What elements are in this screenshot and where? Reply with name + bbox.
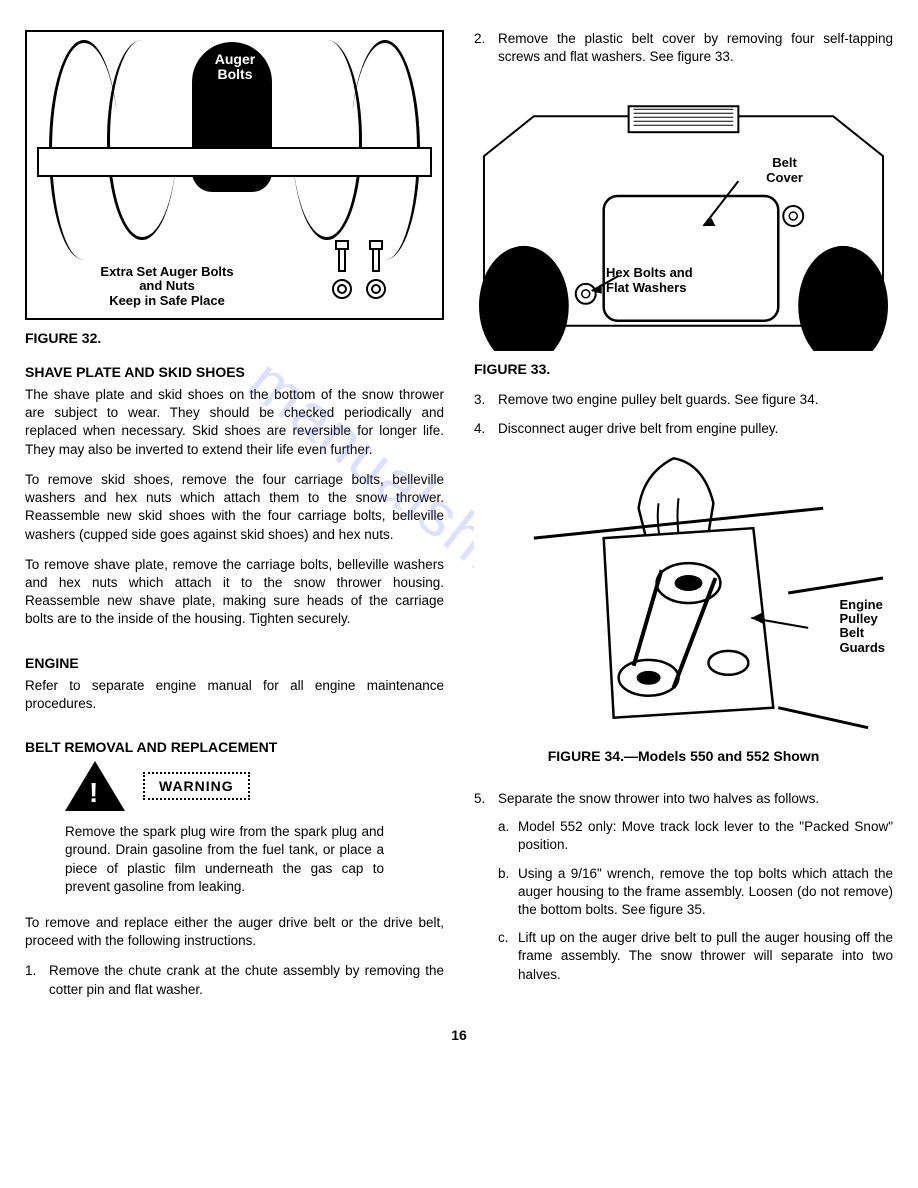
step-5c: c. Lift up on the auger drive belt to pu… [498, 929, 893, 984]
engine-p1: Refer to separate engine manual for all … [25, 677, 444, 713]
step-4-num: 4. [474, 420, 498, 438]
step-5-num: 5. [474, 790, 498, 808]
step-5b-text: Using a 9/16" wrench, remove the top bol… [518, 865, 893, 920]
step-5: 5. Separate the snow thrower into two ha… [474, 790, 893, 808]
figure-33-svg [474, 76, 893, 351]
figure-34-caption: FIGURE 34.—Models 550 and 552 Shown [474, 748, 893, 764]
step-3: 3. Remove two engine pulley belt guards.… [474, 391, 893, 409]
warning-label: WARNING [143, 772, 250, 800]
belt-intro: To remove and replace either the auger d… [25, 914, 444, 950]
shave-plate-p1: The shave plate and skid shoes on the bo… [25, 386, 444, 459]
figure-32-caption: FIGURE 32. [25, 330, 444, 346]
step-5b-num: b. [498, 865, 518, 920]
shave-plate-p3: To remove shave plate, remove the carria… [25, 556, 444, 629]
belt-removal-heading: BELT REMOVAL AND REPLACEMENT [25, 739, 444, 755]
step-5a-num: a. [498, 818, 518, 854]
bolts-nuts-icon [328, 237, 408, 307]
figure-32: AugerBolts Extra Set Auger Boltsand Nuts… [25, 30, 444, 320]
auger-curve-icon [292, 40, 362, 240]
hex-bolts-label: Hex Bolts andFlat Washers [606, 266, 693, 295]
shave-plate-heading: SHAVE PLATE AND SKID SHOES [25, 364, 444, 380]
step-1-text: Remove the chute crank at the chute asse… [49, 962, 444, 998]
step-4: 4. Disconnect auger drive belt from engi… [474, 420, 893, 438]
figure-33: BeltCover Hex Bolts andFlat Washers [474, 76, 893, 351]
step-1: 1. Remove the chute crank at the chute a… [25, 962, 444, 998]
extra-bolts-label: Extra Set Auger Boltsand NutsKeep in Saf… [67, 265, 267, 308]
page-container: AugerBolts Extra Set Auger Boltsand Nuts… [25, 30, 893, 1009]
warning-block: WARNING [65, 761, 444, 811]
step-2-num: 2. [474, 30, 498, 66]
engine-pulley-label: EnginePulleyBeltGuards [839, 598, 885, 655]
step-3-text: Remove two engine pulley belt guards. Se… [498, 391, 893, 409]
left-column: AugerBolts Extra Set Auger Boltsand Nuts… [25, 30, 444, 1009]
step-1-num: 1. [25, 962, 49, 998]
page-number: 16 [25, 1027, 893, 1043]
step-5b: b. Using a 9/16" wrench, remove the top … [498, 865, 893, 920]
warning-text: Remove the spark plug wire from the spar… [65, 823, 384, 896]
auger-curve-icon [107, 40, 177, 240]
right-column: 2. Remove the plastic belt cover by remo… [474, 30, 893, 1009]
step-5a-text: Model 552 only: Move track lock lever to… [518, 818, 893, 854]
auger-bar-icon [37, 147, 432, 177]
engine-heading: ENGINE [25, 655, 444, 671]
belt-cover-label: BeltCover [766, 156, 803, 185]
step-5c-num: c. [498, 929, 518, 984]
figure-34-svg [474, 448, 893, 738]
warning-triangle-icon [65, 761, 125, 811]
step-5a: a. Model 552 only: Move track lock lever… [498, 818, 893, 854]
step-2: 2. Remove the plastic belt cover by remo… [474, 30, 893, 66]
step-2-text: Remove the plastic belt cover by removin… [498, 30, 893, 66]
figure-33-caption: FIGURE 33. [474, 361, 893, 377]
step-5-text: Separate the snow thrower into two halve… [498, 790, 893, 808]
step-4-text: Disconnect auger drive belt from engine … [498, 420, 893, 438]
auger-bolts-label: AugerBolts [205, 52, 265, 83]
step-3-num: 3. [474, 391, 498, 409]
figure-34: EnginePulleyBeltGuards [474, 448, 893, 738]
step-5c-text: Lift up on the auger drive belt to pull … [518, 929, 893, 984]
shave-plate-p2: To remove skid shoes, remove the four ca… [25, 471, 444, 544]
